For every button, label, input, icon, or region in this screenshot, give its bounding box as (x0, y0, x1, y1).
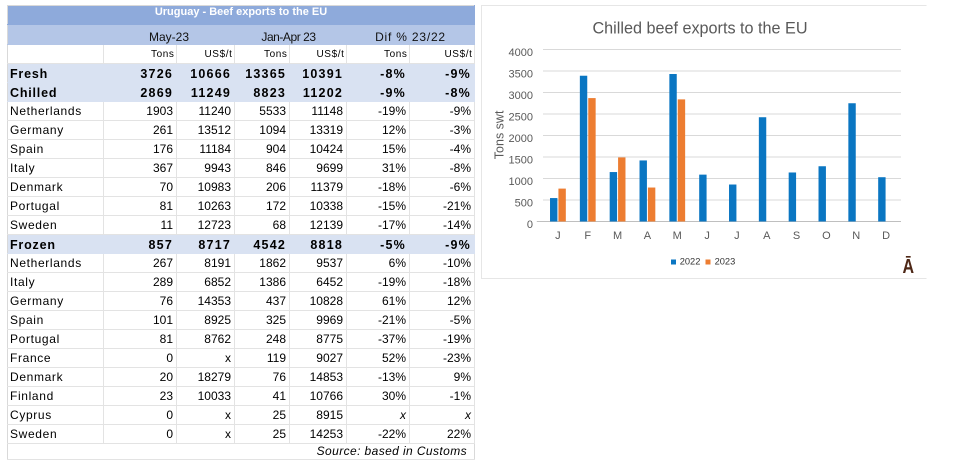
svg-text:3000: 3000 (509, 90, 533, 102)
svg-text:Tons swt: Tons swt (493, 110, 507, 159)
svg-text:Chilled beef exports to the EU: Chilled beef exports to the EU (592, 19, 807, 37)
svg-text:2023: 2023 (715, 256, 736, 266)
svg-text:1000: 1000 (509, 176, 533, 188)
svg-text:3500: 3500 (509, 69, 533, 81)
svg-text:2500: 2500 (509, 112, 533, 124)
svg-text:O: O (822, 230, 831, 242)
svg-text:M: M (673, 230, 682, 242)
svg-text:1500: 1500 (509, 155, 533, 167)
svg-text:J: J (555, 230, 561, 242)
svg-text:J: J (704, 230, 710, 242)
svg-text:Ā: Ā (903, 255, 915, 277)
svg-text:S: S (793, 230, 800, 242)
svg-text:D: D (882, 230, 890, 242)
svg-text:4000: 4000 (509, 47, 533, 59)
svg-text:500: 500 (515, 198, 533, 210)
svg-text:A: A (763, 230, 771, 242)
svg-text:M: M (613, 230, 622, 242)
svg-text:J: J (734, 230, 740, 242)
svg-text:2022: 2022 (680, 256, 701, 266)
svg-text:F: F (584, 230, 591, 242)
svg-text:N: N (852, 230, 860, 242)
svg-text:0: 0 (527, 219, 533, 231)
svg-text:2000: 2000 (509, 133, 533, 145)
svg-text:A: A (644, 230, 652, 242)
